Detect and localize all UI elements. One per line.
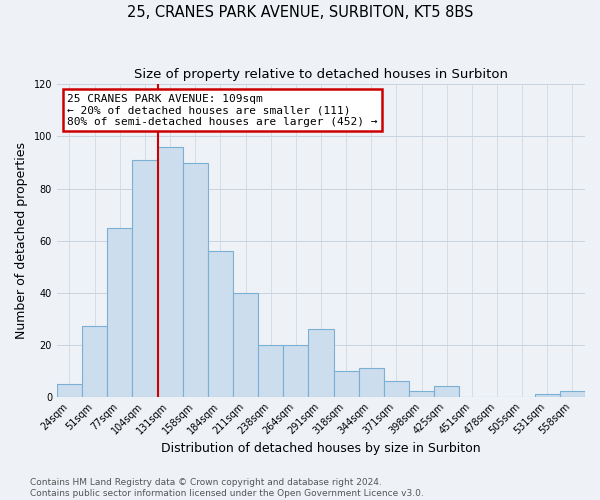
- Bar: [384, 381, 409, 396]
- Bar: [334, 370, 359, 396]
- Bar: [535, 394, 560, 396]
- Bar: [57, 384, 82, 396]
- Title: Size of property relative to detached houses in Surbiton: Size of property relative to detached ho…: [134, 68, 508, 80]
- X-axis label: Distribution of detached houses by size in Surbiton: Distribution of detached houses by size …: [161, 442, 481, 455]
- Bar: [258, 344, 283, 397]
- Bar: [158, 147, 182, 396]
- Y-axis label: Number of detached properties: Number of detached properties: [15, 142, 28, 339]
- Bar: [308, 329, 334, 396]
- Text: 25 CRANES PARK AVENUE: 109sqm
← 20% of detached houses are smaller (111)
80% of : 25 CRANES PARK AVENUE: 109sqm ← 20% of d…: [67, 94, 378, 127]
- Bar: [107, 228, 133, 396]
- Bar: [283, 344, 308, 397]
- Bar: [434, 386, 459, 396]
- Bar: [133, 160, 158, 396]
- Bar: [182, 162, 208, 396]
- Bar: [233, 292, 258, 397]
- Text: Contains HM Land Registry data © Crown copyright and database right 2024.
Contai: Contains HM Land Registry data © Crown c…: [30, 478, 424, 498]
- Bar: [359, 368, 384, 396]
- Bar: [409, 392, 434, 396]
- Bar: [82, 326, 107, 396]
- Bar: [208, 251, 233, 396]
- Bar: [560, 392, 585, 396]
- Text: 25, CRANES PARK AVENUE, SURBITON, KT5 8BS: 25, CRANES PARK AVENUE, SURBITON, KT5 8B…: [127, 5, 473, 20]
